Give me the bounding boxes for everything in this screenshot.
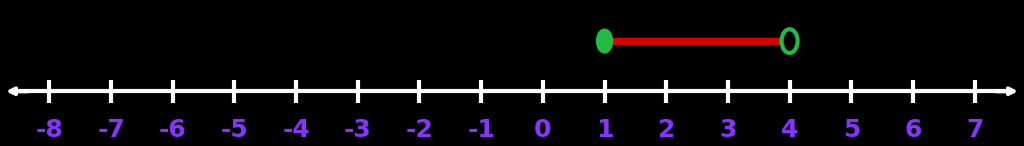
Text: -7: -7 xyxy=(97,118,125,142)
Text: -5: -5 xyxy=(220,118,248,142)
Circle shape xyxy=(781,29,798,53)
Text: 0: 0 xyxy=(535,118,552,142)
Text: -6: -6 xyxy=(159,118,186,142)
Circle shape xyxy=(597,29,612,53)
Text: 4: 4 xyxy=(781,118,799,142)
Text: -2: -2 xyxy=(406,118,433,142)
Text: 3: 3 xyxy=(719,118,736,142)
Text: 6: 6 xyxy=(904,118,922,142)
Text: 7: 7 xyxy=(966,118,983,142)
Text: 2: 2 xyxy=(657,118,675,142)
Text: -1: -1 xyxy=(467,118,495,142)
Text: 1: 1 xyxy=(596,118,613,142)
Text: -8: -8 xyxy=(36,118,63,142)
Text: -4: -4 xyxy=(283,118,310,142)
Text: -3: -3 xyxy=(344,118,372,142)
Text: 5: 5 xyxy=(843,118,860,142)
